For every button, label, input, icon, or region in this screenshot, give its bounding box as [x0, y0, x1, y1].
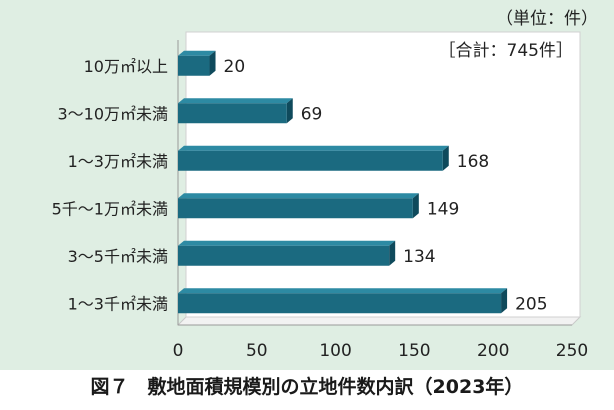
figure-caption: 図７ 敷地面積規模別の立地件数内訳（2023年）	[90, 376, 524, 398]
category-label: 3～5千㎡未満	[68, 247, 168, 266]
bar	[178, 55, 210, 76]
bar-value-label: 20	[224, 57, 246, 77]
bar-top	[178, 193, 419, 199]
unit-note: （単位：件）	[496, 9, 598, 29]
bar-side	[286, 98, 293, 124]
category-label: 3～10万㎡未満	[57, 104, 168, 123]
bar-top	[178, 98, 293, 104]
bar-value-label: 134	[403, 247, 435, 267]
bar-value-label: 69	[301, 104, 323, 124]
bar-side	[389, 240, 396, 266]
bar	[178, 198, 413, 219]
bar	[178, 150, 443, 171]
bar-value-label: 205	[515, 294, 547, 314]
category-label: 10万㎡以上	[84, 57, 168, 76]
plot-wall	[185, 31, 581, 318]
bar-top	[178, 240, 396, 246]
x-tick-label: 250	[556, 341, 588, 361]
category-label: 1～3千㎡未満	[68, 294, 168, 313]
total-note: ［合計：745件］	[439, 41, 573, 61]
bar	[178, 245, 390, 266]
bar-side	[442, 145, 449, 171]
bar-side	[501, 288, 508, 314]
bar-value-label: 149	[427, 199, 459, 219]
plot-floor	[176, 316, 582, 326]
bar-side	[209, 50, 216, 76]
plot-area	[176, 31, 582, 326]
category-label: 1～3万㎡未満	[68, 152, 168, 171]
bar	[178, 103, 287, 124]
bar-side	[412, 193, 419, 219]
x-tick-label: 50	[246, 341, 268, 361]
bar-value-label: 168	[457, 152, 489, 172]
bar-top	[178, 145, 449, 151]
bar-chart: 0 50 100 150 200 250 20 10万㎡以上 69 3～10万㎡未満 168 1～3万…	[52, 9, 598, 361]
x-tick-label: 200	[477, 341, 509, 361]
x-tick-label: 150	[398, 341, 430, 361]
chart-marks: 0 50 100 150 200 250 20 10万㎡以上 69 3～10万㎡未満 168 1～3万…	[52, 50, 588, 361]
bar	[178, 293, 502, 314]
category-label: 5千～1万㎡未満	[52, 199, 168, 218]
bar-top	[178, 288, 508, 294]
bar-top	[178, 50, 216, 56]
x-tick-label: 0	[173, 341, 184, 361]
x-tick-label: 100	[319, 341, 351, 361]
